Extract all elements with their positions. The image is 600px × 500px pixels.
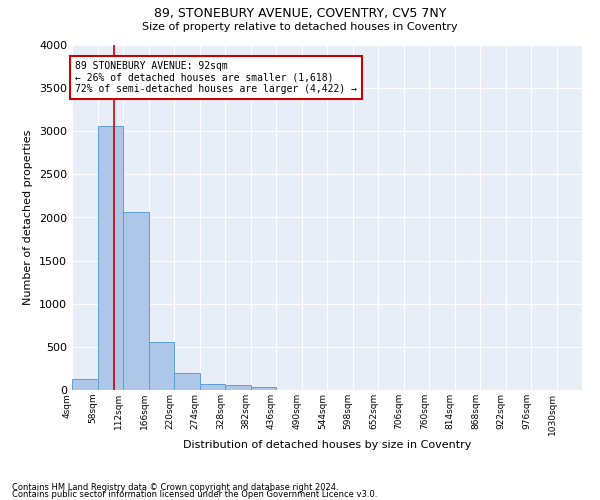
Bar [72,379,97,390]
Y-axis label: Number of detached properties: Number of detached properties [23,130,34,305]
Bar [200,384,225,390]
Bar [123,212,149,390]
Text: 89, STONEBURY AVENUE, COVENTRY, CV5 7NY: 89, STONEBURY AVENUE, COVENTRY, CV5 7NY [154,8,446,20]
Bar [251,387,276,390]
Bar [174,373,199,390]
Text: Contains HM Land Registry data © Crown copyright and database right 2024.: Contains HM Land Registry data © Crown c… [12,484,338,492]
Text: Size of property relative to detached houses in Coventry: Size of property relative to detached ho… [142,22,458,32]
Bar [149,342,174,390]
Bar [97,126,123,390]
Text: 89 STONEBURY AVENUE: 92sqm
← 26% of detached houses are smaller (1,618)
72% of s: 89 STONEBURY AVENUE: 92sqm ← 26% of deta… [75,60,357,94]
X-axis label: Distribution of detached houses by size in Coventry: Distribution of detached houses by size … [183,440,471,450]
Text: Contains public sector information licensed under the Open Government Licence v3: Contains public sector information licen… [12,490,377,499]
Bar [225,386,251,390]
